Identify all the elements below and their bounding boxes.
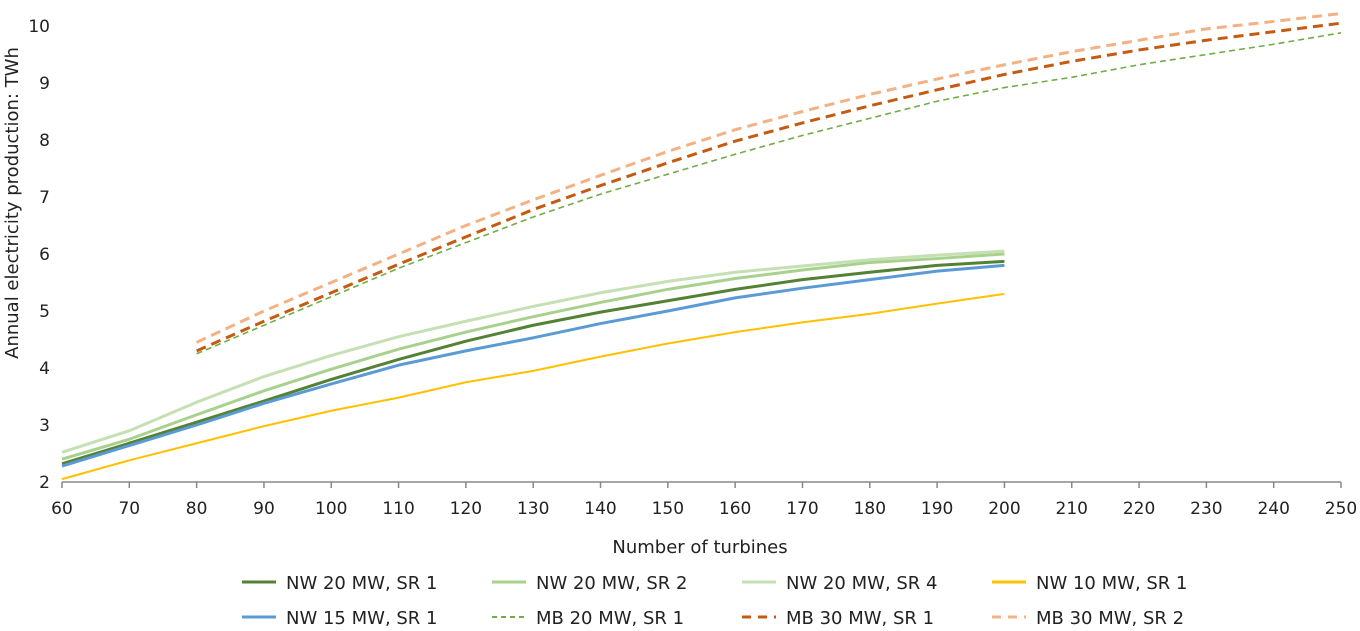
x-tick-labels: 60 70 80 90 100 110 120 130 140 150 160 170 180 190 20… [51,482,1357,519]
y-tick-label: 7 [39,188,50,208]
series-line-1 [61,252,1005,461]
y-tick-label: 8 [39,131,50,151]
series-lines [61,11,1342,481]
legend-label: NW 20 MW, SR 2 [536,573,688,594]
legend-label: NW 10 MW, SR 1 [1036,573,1188,594]
y-tick-label: 4 [39,359,50,379]
x-tick-label: 60 [51,499,73,519]
legend: NW 20 MW, SR 1 NW 20 MW, SR 2 NW 20 MW, SR… [242,573,1188,629]
x-tick-label: 140 [584,499,616,519]
x-tick-label: 230 [1190,499,1222,519]
x-tick-label: 90 [253,499,275,519]
x-tick-label: 250 [1325,499,1357,519]
x-tick-label: 210 [1056,499,1088,519]
series-line-6 [196,21,1342,353]
x-tick-label: 70 [118,499,140,519]
y-tick-label: 3 [39,416,50,436]
x-tick-label: 100 [315,499,347,519]
y-tick-label: 2 [39,473,50,493]
x-tick-label: 170 [786,499,818,519]
x-tick-label: 150 [652,499,684,519]
x-tick-label: 200 [988,499,1020,519]
series-line-4 [61,263,1005,468]
x-axis-title: Number of turbines [612,537,787,558]
series-line-5 [196,32,1342,355]
legend-label: NW 20 MW, SR 1 [286,573,438,594]
y-tick-label: 9 [39,74,50,94]
x-tick-label: 160 [719,499,751,519]
y-axis-title: Annual electricity production: TWh [2,47,23,359]
y-tick-label: 5 [39,302,50,322]
y-tick-label: 10 [28,17,50,37]
series-line-7 [195,11,1342,344]
series-line-2 [61,249,1005,454]
x-tick-label: 220 [1123,499,1155,519]
legend-label: NW 20 MW, SR 4 [786,573,938,594]
series-line-3 [61,292,1005,481]
legend-label: MB 20 MW, SR 1 [536,608,684,629]
x-tick-label: 80 [186,499,208,519]
x-tick-label: 240 [1257,499,1289,519]
x-tick-label: 110 [382,499,414,519]
x-tick-label: 130 [517,499,549,519]
legend-label: MB 30 MW, SR 1 [786,608,934,629]
y-tick-label: 6 [39,245,50,265]
x-tick-label: 190 [921,499,953,519]
legend-label: MB 30 MW, SR 2 [1036,608,1184,629]
y-tick-labels: 2 3 4 5 6 7 8 9 10 [28,17,50,493]
x-tick-label: 180 [854,499,886,519]
series-line-0 [61,259,1005,466]
x-tick-label: 120 [450,499,482,519]
legend-label: NW 15 MW, SR 1 [286,608,438,629]
